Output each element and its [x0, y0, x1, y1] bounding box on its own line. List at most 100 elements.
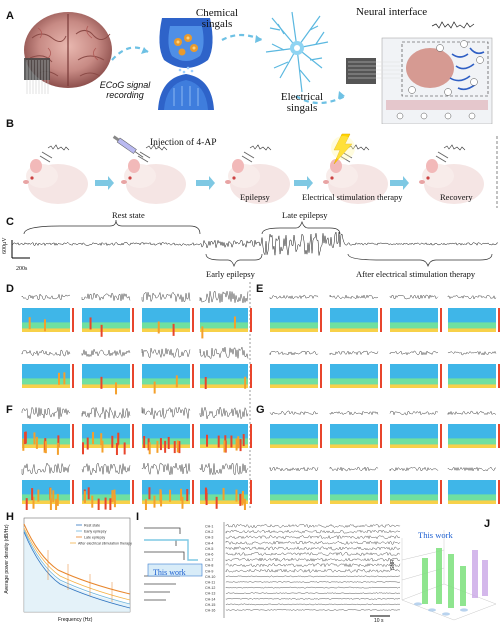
spectrogram-0-1-2-a: [390, 308, 442, 332]
trace-0-0-0-b: [21, 349, 71, 357]
trace-1-0-3-a: [199, 406, 249, 420]
channel-trace: [225, 609, 401, 611]
early-epilepsy-label: Early epilepsy: [206, 269, 255, 279]
trace-1-1-3-a: [447, 410, 497, 416]
trace-0-1-3-a: [447, 294, 497, 300]
channel-trace: [225, 535, 401, 540]
spectrogram-0-1-2-b: [390, 364, 442, 388]
channel-label: CH-13: [205, 592, 215, 596]
channel-trace: [225, 592, 401, 595]
trace-1-1-2-a: [389, 410, 439, 416]
trace-0-1-2-a: [389, 294, 439, 300]
channel-trace: [225, 552, 401, 556]
spectrogram-1-1-1-a: [330, 424, 382, 448]
i-scale-time: 10 s: [374, 618, 384, 624]
channel-label: CH-16: [205, 609, 215, 613]
h-legend-2: Late epilepsy: [84, 536, 105, 540]
panel-c-label: C: [6, 216, 14, 228]
channel-label: CH-12: [205, 586, 215, 590]
spectrogram-0-1-0-a: [270, 308, 322, 332]
spectrogram-0-0-3-b: [200, 364, 252, 390]
channel-label: CH-4: [205, 541, 213, 545]
h-xlabel: Frequency (Hz): [58, 617, 93, 623]
trace-1-0-0-a: [21, 406, 71, 419]
rest-state-label: Rest state: [112, 210, 145, 220]
channel-label: CH-3: [205, 536, 213, 540]
panel-a-arrows: [111, 33, 346, 105]
panel-e-label: E: [256, 283, 264, 295]
spectrogram-1-1-2-b: [390, 480, 442, 504]
channel-trace: [225, 597, 401, 600]
injection-label: Injection of 4-AP: [150, 138, 217, 148]
trace-0-0-1-b: [81, 348, 131, 358]
stage-recovery: Recovery: [440, 192, 473, 202]
channel-trace: [225, 581, 401, 583]
spectrogram-0-1-1-b: [330, 364, 382, 388]
spectrogram-0-0-0-b: [22, 364, 74, 388]
spectrogram-1-0-0-b: [22, 480, 74, 510]
spectrogram-0-0-3-a: [200, 308, 252, 339]
panel-a-label: A: [6, 10, 14, 22]
channel-trace: [225, 557, 401, 562]
trace-0-0-3-a: [199, 290, 249, 303]
ecog-recording-label: ECoG signal recording: [99, 80, 151, 100]
channel-label: CH-14: [205, 597, 215, 601]
channel-trace: [225, 603, 401, 606]
after-therapy-label: After electrical stimulation therapy: [356, 269, 476, 279]
spectrogram-0-0-2-a: [142, 308, 194, 336]
trace-1-0-0-b: [21, 462, 71, 475]
spectrogram-1-0-0-a: [22, 424, 74, 455]
panel-g-label: G: [256, 404, 265, 416]
trace-1-0-3-b: [199, 462, 249, 476]
h-legend-0: Rest state: [84, 524, 100, 528]
trace-0-0-0-a: [21, 293, 71, 301]
channel-trace: [225, 524, 401, 528]
h-ylabel: Average power density (dB/Hz): [4, 524, 10, 594]
trace-0-0-3-b: [199, 346, 249, 359]
panel-b-rats: [22, 133, 498, 208]
panel-i-label: I: [136, 511, 140, 523]
electrical-signals-label: Electrical singals: [280, 91, 324, 114]
channel-label: CH-9: [205, 569, 213, 573]
spectrogram-0-1-1-a: [330, 308, 382, 332]
channel-trace: [225, 546, 401, 551]
trace-1-1-1-a: [329, 410, 379, 416]
chemical-signals-label: Chemical singals: [195, 7, 239, 30]
spectrogram-0-1-3-a: [448, 308, 500, 332]
channel-label: CH-2: [205, 530, 213, 534]
psd-chart: Rest state Early epilepsy Late epilepsy …: [23, 517, 132, 613]
channel-label: CH-6: [205, 553, 213, 557]
channel-trace: [225, 568, 401, 573]
panel-f-label: F: [6, 404, 13, 416]
spectrogram-grid: [21, 282, 500, 510]
trace-1-1-3-b: [447, 466, 496, 472]
stage-stimulation: Electrical stimulation therapy: [302, 192, 403, 202]
trace-1-0-2-b: [141, 462, 191, 475]
channel-label: CH-8: [205, 564, 213, 568]
channel-label: CH-15: [205, 603, 215, 607]
scale-time: 200s: [16, 266, 28, 272]
neural-interface-illustration: [340, 20, 496, 124]
channel-label: CH-10: [205, 575, 215, 579]
spectrogram-1-0-3-b: [200, 480, 252, 510]
channel-label: CH-5: [205, 547, 213, 551]
channel-trace: [225, 540, 401, 545]
spectrogram-1-0-1-a: [82, 424, 134, 456]
snr-3d-chart: [401, 530, 497, 621]
comparison-stack: [144, 527, 203, 601]
trace-0-1-0-b: [269, 350, 319, 356]
panel-b-label: B: [6, 118, 14, 130]
channel-label: CH-11: [205, 581, 215, 585]
i-this-work-label: This work: [153, 568, 186, 577]
trace-1-0-2-a: [141, 406, 191, 419]
spectrogram-1-1-2-a: [390, 424, 442, 448]
channel-label: CH-7: [205, 558, 213, 562]
channel-trace: [225, 575, 401, 578]
h-legend-3: After electrical stimulation therapy: [78, 542, 132, 546]
j-zlabel: SNR: [390, 559, 396, 570]
h-legend-1: Early epilepsy: [84, 530, 107, 534]
trace-0-1-3-b: [447, 350, 497, 356]
spectrogram-0-1-3-b: [448, 364, 500, 388]
spectrogram-1-0-1-b: [82, 480, 134, 510]
spectrogram-1-1-3-a: [448, 424, 500, 448]
